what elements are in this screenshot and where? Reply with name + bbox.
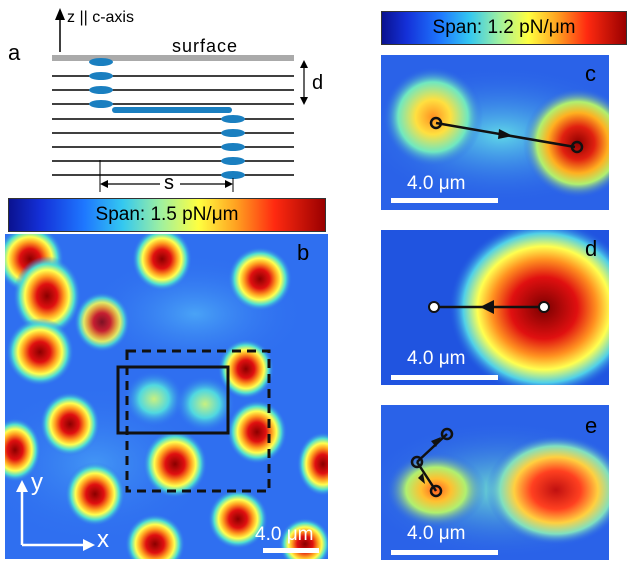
trajectory-line bbox=[416, 433, 448, 463]
region-box-solid bbox=[116, 365, 230, 435]
vortex-spot bbox=[132, 234, 192, 291]
marker bbox=[429, 484, 443, 498]
trajectory-arrow bbox=[480, 300, 494, 314]
d-label: d bbox=[312, 72, 324, 94]
surface-label: surface bbox=[172, 36, 239, 56]
panel-a-schematic: a bbox=[0, 0, 330, 200]
vortex-spot bbox=[40, 392, 100, 456]
pancake-vortex bbox=[221, 171, 245, 179]
pancake-vortex bbox=[89, 100, 113, 108]
force-map-c: c 4.0 μm bbox=[381, 55, 609, 210]
marker bbox=[440, 427, 454, 441]
vortex-spot bbox=[13, 256, 81, 336]
region-box-dashed bbox=[125, 349, 271, 493]
vortex-spot bbox=[5, 418, 41, 482]
layer-schematic bbox=[52, 8, 308, 192]
pancake-vortex bbox=[221, 143, 245, 151]
colorbar-panel-b: Span: 1.5 pN/μm bbox=[8, 198, 326, 232]
vortex-spot bbox=[124, 371, 184, 427]
scale-label-c: 4.0 μm bbox=[407, 173, 466, 194]
marker bbox=[410, 455, 424, 469]
z-axis-arrowhead bbox=[55, 8, 65, 20]
axis-label: z || c-axis bbox=[67, 9, 134, 26]
vortex-spot bbox=[227, 400, 287, 464]
scale-label-b: 4.0 μm bbox=[255, 524, 314, 545]
vortex-spot bbox=[143, 430, 207, 498]
vortex-spot bbox=[228, 247, 292, 311]
pancake-vortex bbox=[221, 115, 245, 123]
vortex-spot bbox=[65, 462, 125, 526]
pancake-vortex bbox=[221, 157, 245, 165]
pancake-vortex bbox=[221, 129, 245, 137]
scale-label-d: 4.0 μm bbox=[407, 348, 466, 369]
panel-d-letter: d bbox=[585, 236, 598, 261]
vortex-spot bbox=[175, 376, 235, 432]
force-map-d: d 4.0 μm bbox=[381, 230, 609, 385]
josephson-vortex bbox=[112, 107, 232, 113]
panel-b-letter: b bbox=[297, 240, 310, 265]
y-label: y bbox=[31, 469, 43, 496]
pancake-vortex bbox=[89, 72, 113, 80]
panel-e-letter: e bbox=[585, 413, 598, 438]
vortex-spot bbox=[6, 318, 74, 386]
surface-layer bbox=[52, 55, 294, 61]
end-marker bbox=[428, 301, 440, 313]
vortex-spot bbox=[208, 489, 268, 549]
vortex-spot bbox=[125, 514, 185, 559]
x-label: x bbox=[97, 526, 109, 553]
vortex-spot bbox=[297, 432, 328, 496]
scale-bar-e bbox=[391, 550, 498, 555]
force-map-b-image bbox=[5, 234, 328, 559]
panel-c-letter: c bbox=[585, 61, 596, 86]
scale-label-e: 4.0 μm bbox=[407, 523, 466, 544]
trajectory-arrow bbox=[431, 437, 441, 447]
force-map-e: e 4.0 μm bbox=[381, 405, 609, 560]
start-marker bbox=[429, 116, 443, 130]
scale-bar-d bbox=[391, 375, 498, 380]
trajectory-arrow bbox=[498, 129, 513, 139]
force-map-b: b y x 4.0 μm bbox=[5, 234, 328, 559]
s-label: s bbox=[164, 172, 174, 194]
colorbar-right-label: Span: 1.2 pN/μm bbox=[432, 17, 576, 38]
scale-bar-c bbox=[391, 198, 498, 203]
scale-bar-b bbox=[263, 548, 319, 553]
pancake-vortex bbox=[89, 58, 113, 66]
colorbar-panel-b-label: Span: 1.5 pN/μm bbox=[95, 204, 239, 225]
pancake-vortex bbox=[89, 86, 113, 94]
start-marker bbox=[538, 301, 550, 313]
trajectory-arrow bbox=[418, 473, 425, 484]
vortex-spot bbox=[218, 339, 274, 399]
colorbar-right: Span: 1.2 pN/μm bbox=[381, 11, 627, 45]
end-marker bbox=[570, 140, 584, 154]
vortex-spot bbox=[74, 292, 130, 352]
panel-a-letter: a bbox=[8, 40, 21, 65]
